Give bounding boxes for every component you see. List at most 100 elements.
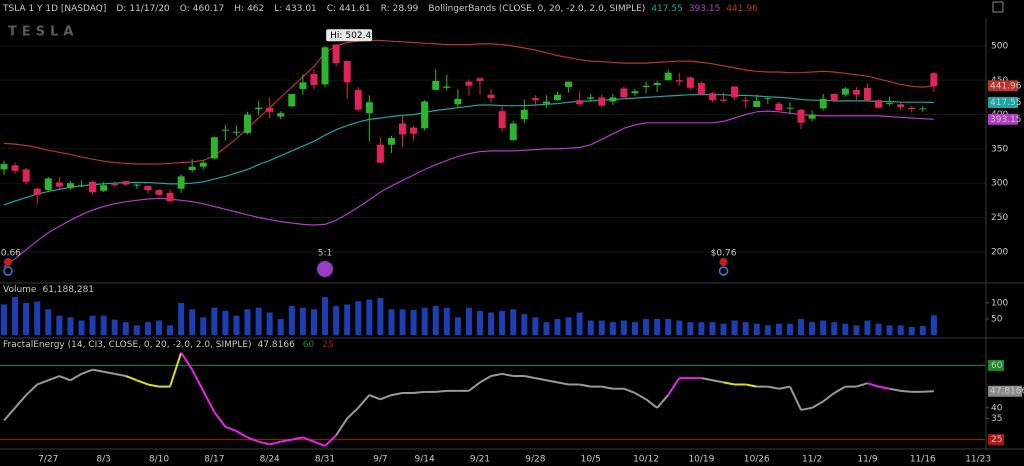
volume-bar: [908, 326, 915, 335]
quote-label: H:: [234, 4, 244, 14]
fe-segment: [789, 386, 802, 411]
settings-icon[interactable]: [992, 1, 1004, 13]
x-tick-label: 8/10: [149, 455, 169, 465]
fe-segment: [335, 417, 349, 436]
fe-segment: [81, 368, 93, 375]
volume-bar: [786, 323, 793, 335]
volume-bar: [377, 298, 384, 335]
x-tick-label: 10/5: [581, 455, 601, 465]
volume-bar: [366, 299, 373, 335]
fe-segment: [479, 375, 492, 384]
fe-segment: [269, 440, 281, 446]
volume-bar: [831, 322, 838, 335]
fe-segment: [25, 383, 38, 396]
x-tick-label: 11/9: [857, 455, 877, 465]
x-tick-label: 10/19: [688, 455, 714, 465]
volume-bar: [731, 320, 738, 335]
candle-body: [299, 82, 307, 90]
candle-body: [598, 97, 606, 106]
volume-bar: [842, 323, 849, 335]
fe-segment: [557, 381, 569, 386]
candle-body: [808, 114, 816, 119]
fe-segment: [889, 387, 901, 392]
study-title: BollingerBands (CLOSE, 0, 20, -2.0, 2.0,…: [428, 4, 645, 14]
volume-bar: [643, 318, 650, 335]
volume-bar: [1, 304, 7, 335]
fe-segment: [180, 352, 194, 371]
volume-bar: [410, 309, 417, 335]
fe-segment: [324, 434, 337, 447]
volume-bar: [809, 322, 816, 335]
fe-segment: [202, 390, 216, 413]
fe-segment: [723, 381, 735, 386]
fe-segment: [867, 382, 879, 388]
candle-body: [753, 100, 761, 108]
fe-segment: [712, 379, 724, 384]
fe-segment: [822, 392, 835, 403]
y-tick-label: 300: [991, 179, 1008, 189]
candle-body: [875, 100, 883, 108]
candle-body: [565, 81, 573, 88]
volume-bar: [798, 318, 805, 335]
candle-body: [576, 100, 584, 105]
candle-body: [886, 102, 894, 104]
fe-badge-label: 47.8166: [990, 387, 1024, 397]
fe-segment: [900, 389, 912, 393]
candle-body: [266, 107, 274, 112]
volume-bar: [266, 312, 273, 335]
fe-segment: [833, 385, 846, 394]
fe-segment: [14, 394, 27, 409]
candle-body: [255, 107, 263, 110]
volume-bar: [200, 317, 207, 335]
volume-bar: [875, 323, 882, 335]
volume-title: Volume: [3, 285, 37, 295]
fe-segment: [800, 406, 813, 411]
level-badge: [988, 359, 1004, 371]
quote-date: 11/17/20: [129, 4, 170, 14]
candle-body: [697, 83, 705, 94]
band-badge: [988, 80, 1018, 92]
fe-segment: [645, 398, 658, 409]
volume-bar: [510, 309, 517, 335]
quote-close: 441.61: [339, 4, 371, 14]
candle-body: [852, 89, 860, 95]
fe-segment: [225, 425, 237, 433]
candle-body: [33, 188, 41, 195]
candle-body: [122, 181, 130, 185]
x-tick-label: 8/17: [204, 455, 224, 465]
event-label: $0.76: [711, 249, 737, 259]
volume-bar: [244, 309, 251, 335]
fe-segment: [878, 385, 890, 390]
x-tick-label: 8/24: [260, 455, 280, 465]
fe-segment: [468, 381, 481, 392]
fe-segment: [125, 375, 138, 382]
fe-segment: [58, 375, 71, 382]
volume-bar: [676, 320, 683, 335]
fe-segment: [92, 368, 104, 373]
candle-body: [55, 182, 63, 187]
fe-segment: [213, 411, 227, 428]
quote-high: 462: [247, 4, 264, 14]
volume-bar: [277, 318, 284, 335]
candle-body: [775, 103, 783, 111]
fe-segment: [667, 377, 681, 396]
fe-segment: [169, 352, 183, 387]
split-icon: [317, 261, 334, 277]
candle-body: [365, 102, 373, 114]
fe-segment: [501, 372, 514, 378]
quote-label: R:: [381, 4, 390, 14]
volume-bar: [432, 306, 439, 335]
candle-body: [432, 80, 440, 90]
candle-body: [720, 99, 728, 101]
volume-bar: [687, 322, 694, 335]
volume-bar: [443, 307, 450, 335]
candle-body: [77, 185, 85, 187]
fe-segment: [291, 436, 304, 441]
fe-segment: [413, 390, 425, 394]
volume-bar: [34, 301, 41, 335]
volume-bar: [133, 325, 140, 335]
candle-body: [764, 98, 772, 100]
level-badge: [988, 434, 1004, 446]
volume-bar: [919, 326, 926, 335]
